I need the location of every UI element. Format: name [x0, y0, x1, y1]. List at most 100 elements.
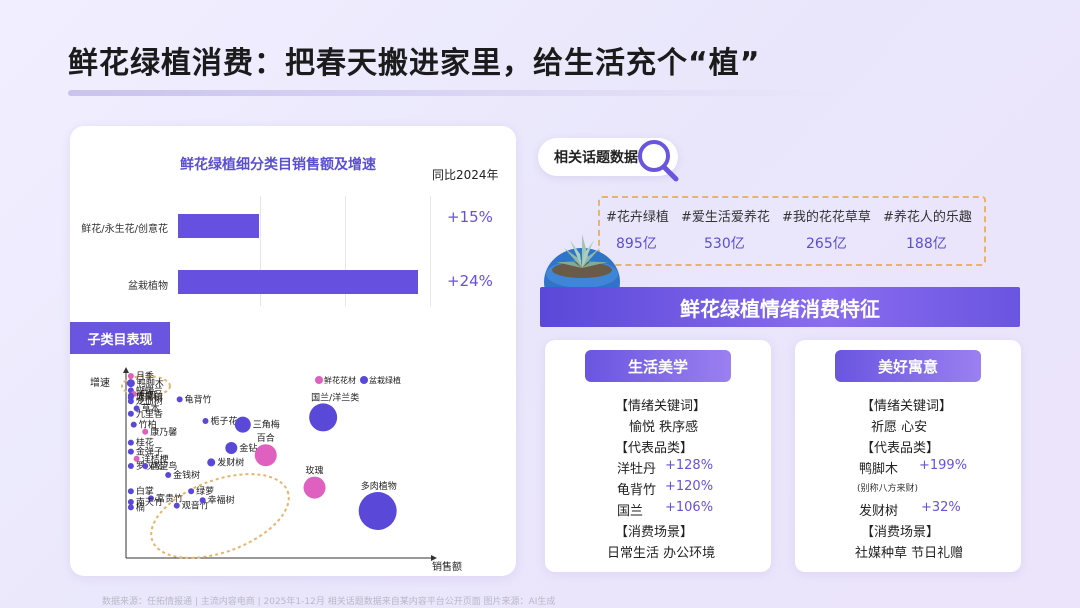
magnifier-icon — [638, 140, 679, 182]
gridline — [260, 196, 261, 306]
scatter-point-label: 多肉植物 — [361, 480, 397, 492]
scatter-point — [127, 448, 134, 455]
scatter-point — [202, 418, 209, 424]
scatter-point — [199, 497, 206, 504]
scatter-point — [130, 421, 137, 428]
bar-label: 鲜花/永生花/创意花 — [81, 224, 168, 235]
scatter-point-label: 龙血树 — [136, 395, 163, 407]
scatter-point — [127, 439, 134, 446]
scatter-point — [142, 463, 149, 469]
highlight-ellipse — [121, 375, 171, 397]
product-name: 龟背竹 — [617, 483, 657, 498]
product-note: (别称八方来财) — [857, 484, 919, 494]
scene: 日常生活 办公环境 — [607, 546, 716, 561]
scatter-point — [142, 428, 149, 435]
legend-marker — [315, 376, 323, 384]
scatter-point — [207, 458, 216, 467]
scatter-point-label: 洋桔梗 — [142, 453, 169, 465]
topic-pill: 相关话题数据 — [538, 138, 678, 176]
gridline — [430, 196, 431, 306]
legend-label: 鲜花花材 — [324, 375, 356, 385]
chart-card: 鲜花绿植细分类目销售额及增速 同比2024年 鲜花/永生花/创意花 +15% 盆… — [70, 126, 516, 576]
scatter-point — [126, 379, 135, 388]
scatter-point-label: 桂花 — [136, 437, 154, 449]
topic-box — [598, 196, 986, 266]
scatter-point — [127, 488, 134, 495]
product-pct: +106% — [665, 500, 714, 515]
yoy-value: +24% — [447, 272, 493, 290]
scatter-plot: 月季鸭脚木蝴蝶兰石竹虎尾兰发财树龙血树草本九里香竹柏康乃馨桂花金弹子洋桔梗罗汉松… — [90, 367, 462, 573]
scatter-point — [188, 488, 195, 495]
scatter-point-label: 楠 — [136, 501, 145, 513]
scatter-point-label: 绿萝 — [196, 485, 214, 497]
topic-name: #我的花花草草 — [782, 210, 871, 225]
scatter-point — [127, 398, 134, 405]
scatter-point — [303, 476, 326, 499]
product-pct: +128% — [665, 458, 714, 473]
page-title: 鲜花绿植消费：把春天搬进家里，给生活充个“植” — [68, 46, 761, 81]
scatter-point-label: 南天竹 — [136, 496, 163, 508]
keyword-label: 【情绪关键词】 — [861, 399, 953, 414]
scatter-point — [133, 405, 140, 412]
scatter-point-label: 竹柏 — [139, 419, 157, 431]
scatter-point — [133, 455, 140, 462]
scatter-point-label: 玫瑰 — [306, 465, 324, 477]
scatter-point-label: 富贵竹 — [156, 492, 183, 504]
scatter-point-label: 蝴蝶兰 — [136, 384, 163, 396]
keywords: 愉悦 秩序感 — [629, 420, 699, 435]
scatter-point-label: 鸭脚木 — [137, 377, 164, 389]
product-name: 洋牡丹 — [617, 462, 657, 477]
scatter-title: 子类目表现 — [70, 322, 170, 354]
feature-banner: 鲜花绿植情绪消费特征 — [540, 287, 1020, 327]
scatter-point — [127, 504, 134, 511]
product-name: 鸭脚木 — [859, 462, 899, 477]
feature-card-life-aesthetics: 生活美学 【情绪关键词】 愉悦 秩序感 【代表品类】 洋牡丹 +128% 龟背竹… — [545, 340, 771, 572]
scatter-point — [254, 444, 277, 467]
scatter-point-label: 发财树 — [217, 456, 244, 468]
keyword-label: 【情绪关键词】 — [615, 399, 707, 414]
yoy-value: +15% — [447, 208, 493, 226]
y-axis-label: 增速 — [90, 376, 110, 389]
scatter-point-label: 石竹 — [139, 388, 157, 400]
scatter-point-label: 鹤望鸟 — [150, 460, 177, 472]
scatter-point-label: 白掌 — [136, 485, 154, 497]
topic-name: #养花人的乐趣 — [883, 210, 972, 225]
legend-marker — [360, 376, 368, 384]
scatter-point-label: 月季 — [136, 370, 154, 382]
scatter-point — [165, 472, 172, 478]
bar-label: 盆栽植物 — [128, 281, 168, 292]
footer-source: 数据来源：任拓情报通 | 主流内容电商 | 2025年1-12月 相关话题数据来… — [102, 597, 556, 607]
scatter-point-label: 栀子花 — [210, 415, 237, 427]
scatter-point — [309, 403, 338, 432]
scatter-point-label: 康乃馨 — [150, 426, 177, 438]
scatter-point — [358, 492, 397, 530]
legend-label: 盆栽绿植 — [369, 375, 401, 385]
bar-chart-title: 鲜花绿植细分类目销售额及增速 — [180, 157, 376, 173]
product-pct: +32% — [921, 500, 961, 515]
scatter-point-label: 罗汉松 — [136, 460, 163, 472]
scene-label: 【消费场景】 — [861, 525, 940, 540]
gridline — [345, 196, 346, 306]
scatter-point — [127, 463, 134, 469]
topic-value: 895亿 — [616, 236, 657, 252]
product-name: 发财树 — [859, 504, 899, 519]
product-pct: +120% — [665, 479, 714, 494]
scatter-point — [127, 410, 134, 417]
x-axis-label: 销售额 — [432, 560, 462, 573]
yoy-header: 同比2024年 — [432, 168, 499, 182]
card-head: 生活美学 — [585, 350, 731, 382]
scatter-point-label: 发财树 — [136, 392, 163, 404]
product-label: 【代表品类】 — [615, 441, 694, 456]
scatter-point — [225, 442, 238, 454]
scatter-point-label: 三角梅 — [253, 419, 280, 431]
card-head: 美好寓意 — [835, 350, 981, 382]
scene: 社媒种草 节日礼赠 — [855, 546, 964, 561]
scatter-point — [176, 396, 183, 403]
topic-name: #花卉绿植 — [606, 210, 669, 225]
keywords: 祈愿 心安 — [871, 420, 928, 435]
scatter-point — [147, 495, 154, 502]
feature-card-good-meaning: 美好寓意 【情绪关键词】 祈愿 心安 【代表品类】 鸭脚木 +199% (别称八… — [795, 340, 1021, 572]
scatter-point-label: 九里香 — [136, 409, 163, 420]
bar — [178, 214, 259, 238]
scatter-point-label: 国兰/洋兰类 — [311, 391, 359, 403]
